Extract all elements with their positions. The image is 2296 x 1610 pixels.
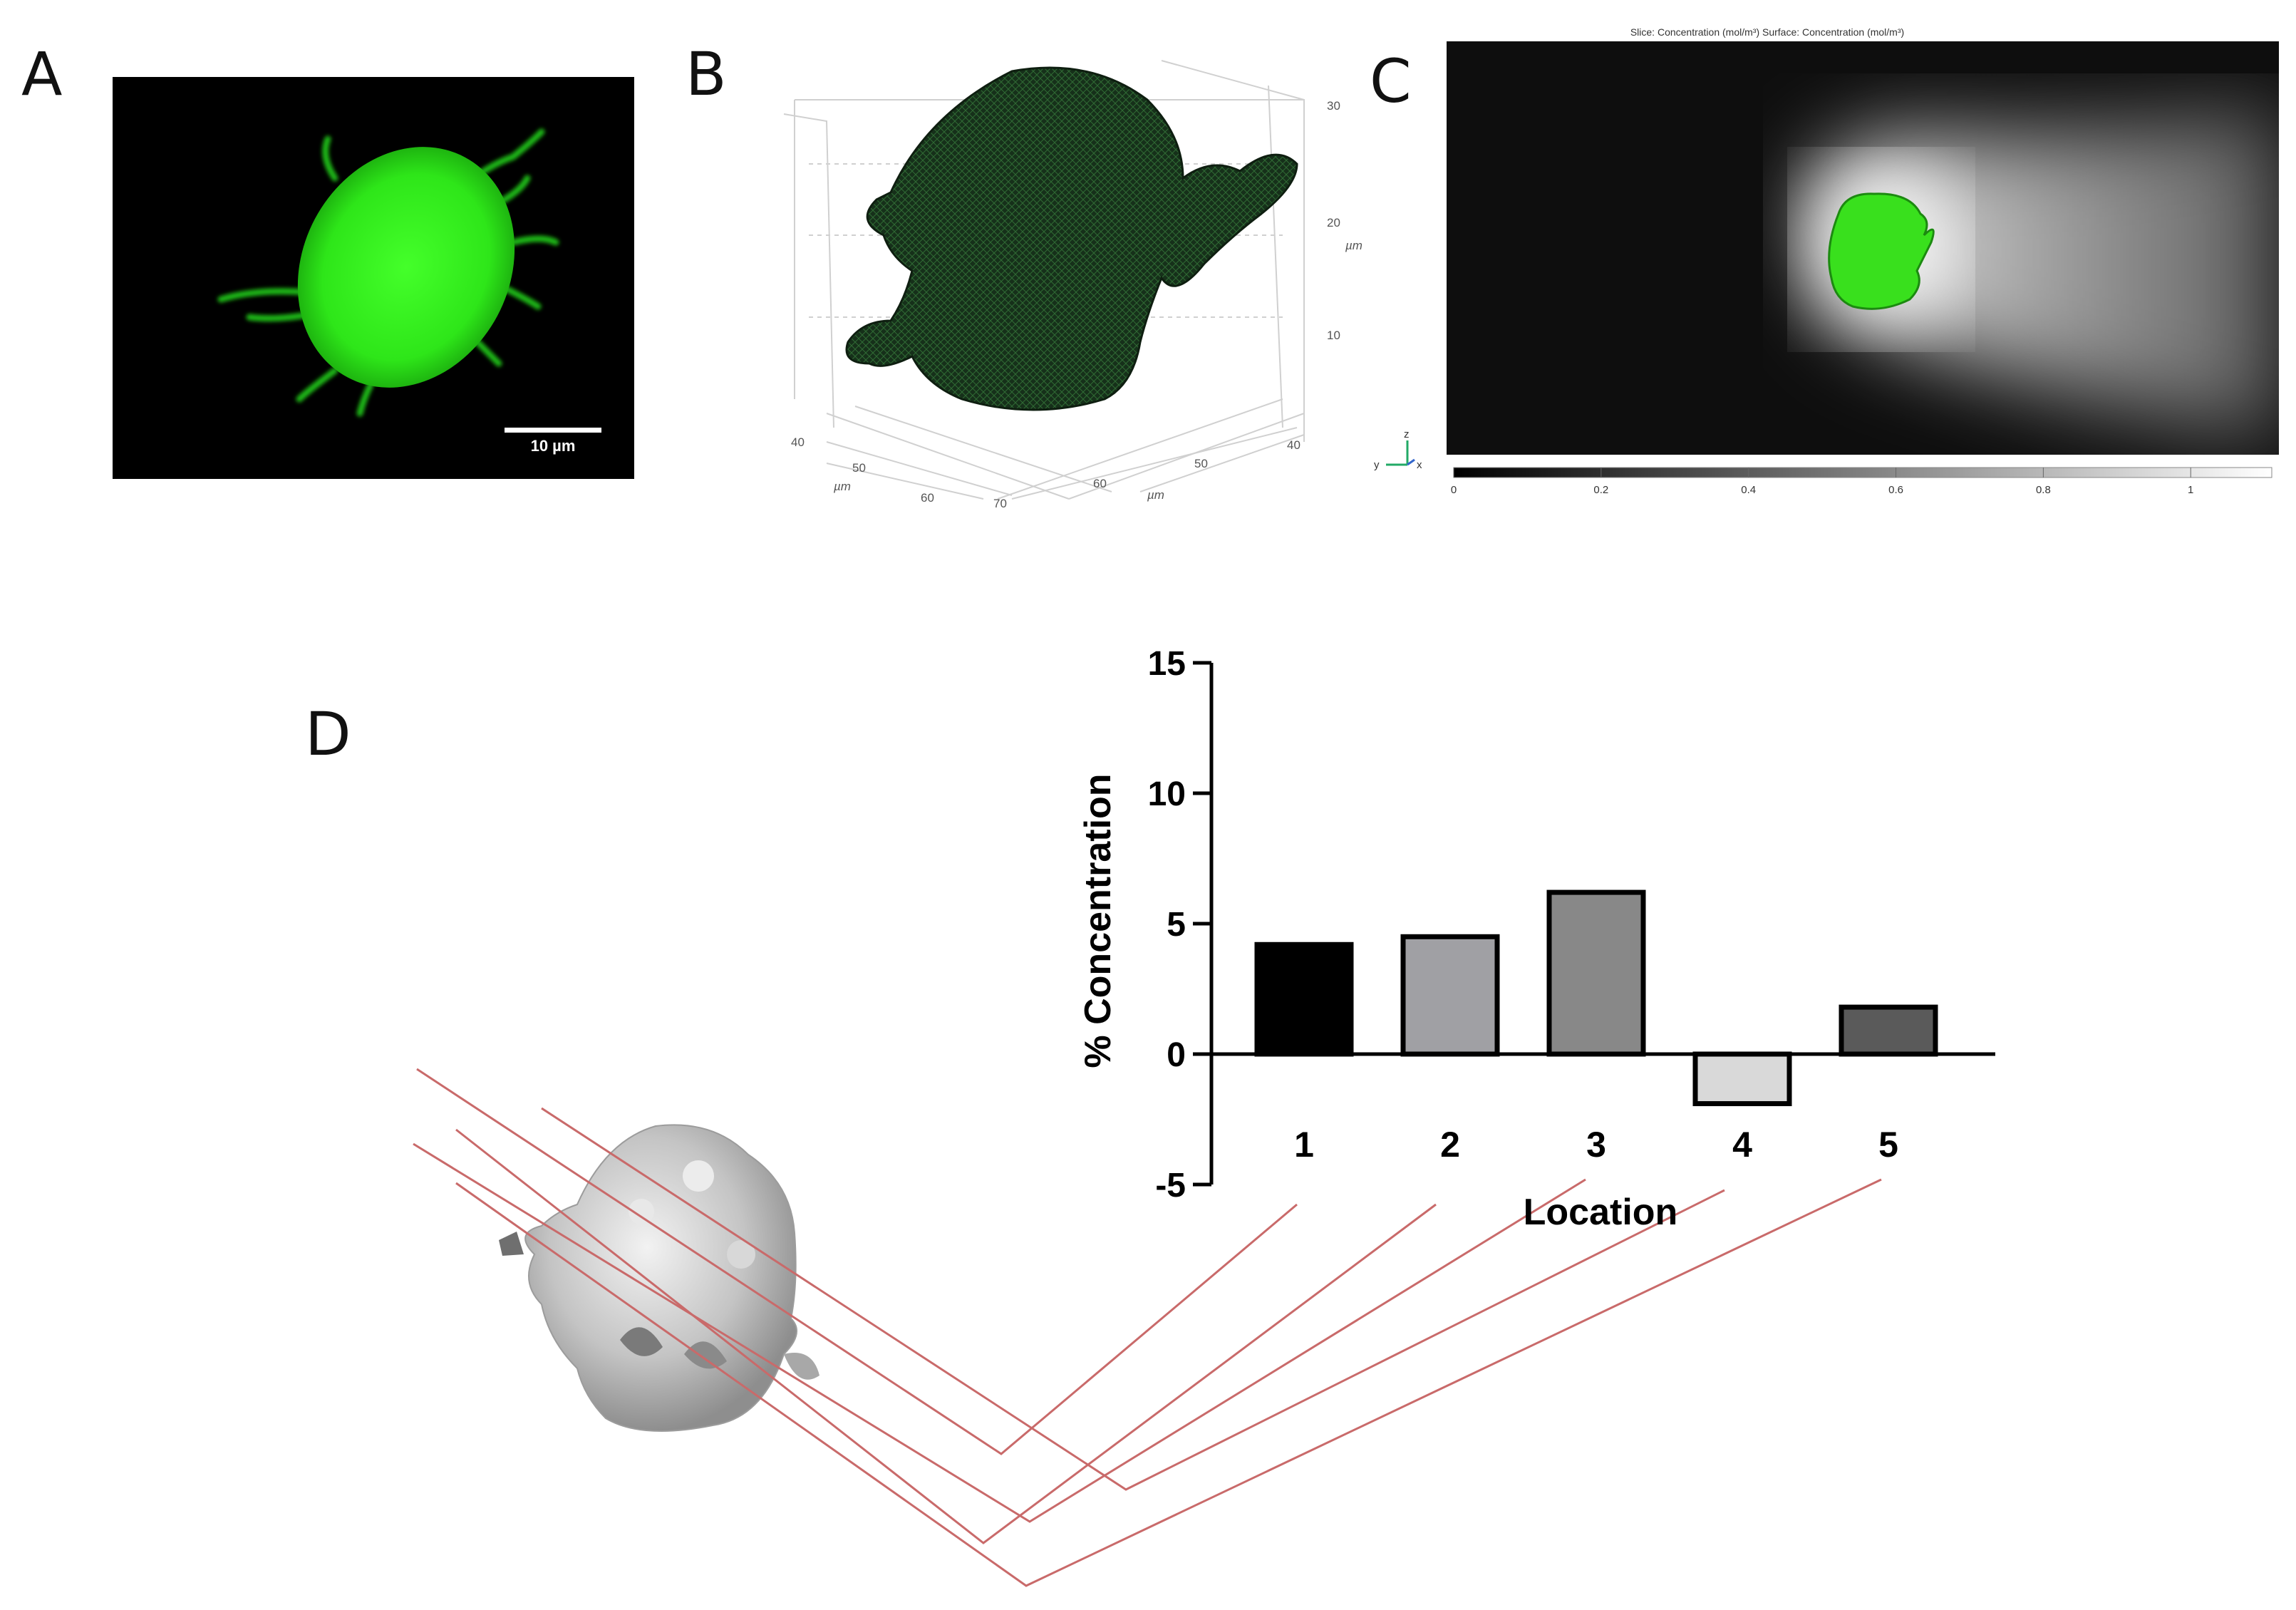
- y-tick-label: -5: [1155, 1167, 1186, 1204]
- z-tick-label: 10: [1327, 329, 1340, 342]
- y-axis-label: µm: [833, 480, 851, 493]
- y-tick-label: 15: [1148, 645, 1186, 683]
- x-tick-label: 60: [1093, 477, 1107, 490]
- panel-label-c: C: [1370, 46, 1412, 116]
- x-tick-label: 3: [1586, 1125, 1606, 1165]
- colorbar-tick-label: 0.8: [2036, 484, 2051, 496]
- colorbar-tick-label: 0.6: [1888, 484, 1903, 496]
- panel-d: -5 0 5 10 15 1 2 3 4 5 % Concentration Location: [413, 645, 1995, 1587]
- fluorescent-cell-body: [297, 147, 515, 388]
- y-tick-label: 60: [921, 491, 934, 505]
- z-axis-label: µm: [1345, 239, 1362, 252]
- triad-z-label: z: [1404, 428, 1410, 440]
- y-axis-label: % Concentration: [1077, 773, 1119, 1068]
- bar-location-5: [1839, 1004, 1938, 1057]
- axis-triad: [1386, 440, 1415, 466]
- bar-location-3: [1546, 889, 1646, 1057]
- colorbar-tick-label: 0: [1451, 484, 1457, 496]
- panel-label-b: B: [686, 39, 727, 109]
- bar-chart: -5 0 5 10 15 1 2 3 4 5 % Concentration Location: [1077, 645, 1995, 1233]
- colorbar-tick-label: 0.4: [1741, 484, 1756, 496]
- bar-location-4: [1692, 1051, 1792, 1107]
- colorbar-ticks: 0 0.2 0.4 0.6 0.8 1: [1451, 468, 2193, 496]
- x-axis-label: Location: [1524, 1192, 1678, 1233]
- panel-label-d: D: [305, 699, 351, 769]
- z-tick-label: 20: [1327, 216, 1340, 229]
- y-tick-label: 10: [1148, 775, 1186, 813]
- y-tick-label: 5: [1167, 906, 1186, 944]
- triad-y-label: y: [1374, 459, 1380, 471]
- panel-b-3d-mesh: 30 20 10 µm 40 50 60 µm 70 60 50 40 µm: [783, 60, 1362, 510]
- panel-label-a: A: [21, 39, 63, 109]
- panel-a-micrograph: 10 µm: [113, 77, 634, 479]
- bar-location-1: [1254, 941, 1354, 1057]
- x-tick-label: 4: [1732, 1125, 1752, 1165]
- scale-bar: [505, 428, 601, 433]
- y-tick-label: 50: [852, 461, 866, 475]
- x-axis-label: µm: [1147, 488, 1164, 502]
- simulation-title: Slice: Concentration (mol/m³) Surface: C…: [1630, 26, 1904, 38]
- x-tick-label: 40: [1287, 438, 1300, 452]
- bar-location-2: [1400, 934, 1500, 1057]
- colorbar: [1453, 467, 2272, 478]
- y-tick-label: 0: [1167, 1036, 1186, 1074]
- triad-x-label: x: [1417, 459, 1422, 471]
- colorbar-tick-label: 0.2: [1593, 484, 1608, 496]
- z-tick-label: 30: [1327, 99, 1340, 113]
- x-tick-label: 2: [1440, 1125, 1460, 1165]
- segmented-cell-mesh: [845, 66, 1298, 411]
- panel-c-simulation: Slice: Concentration (mol/m³) Surface: C…: [1374, 26, 2279, 496]
- cell-surface-green: [1828, 192, 1935, 310]
- x-tick-label: 70: [993, 497, 1007, 510]
- x-tick-label: 1: [1294, 1125, 1314, 1165]
- scale-bar-label: 10 µm: [531, 437, 576, 455]
- location-guide-lines: [413, 1068, 1882, 1587]
- x-tick-label: 5: [1878, 1125, 1898, 1165]
- x-tick-label: 50: [1194, 457, 1208, 470]
- colorbar-tick-label: 1: [2188, 484, 2193, 496]
- y-tick-label: 40: [791, 435, 805, 449]
- cell-surface-render: [499, 1124, 819, 1432]
